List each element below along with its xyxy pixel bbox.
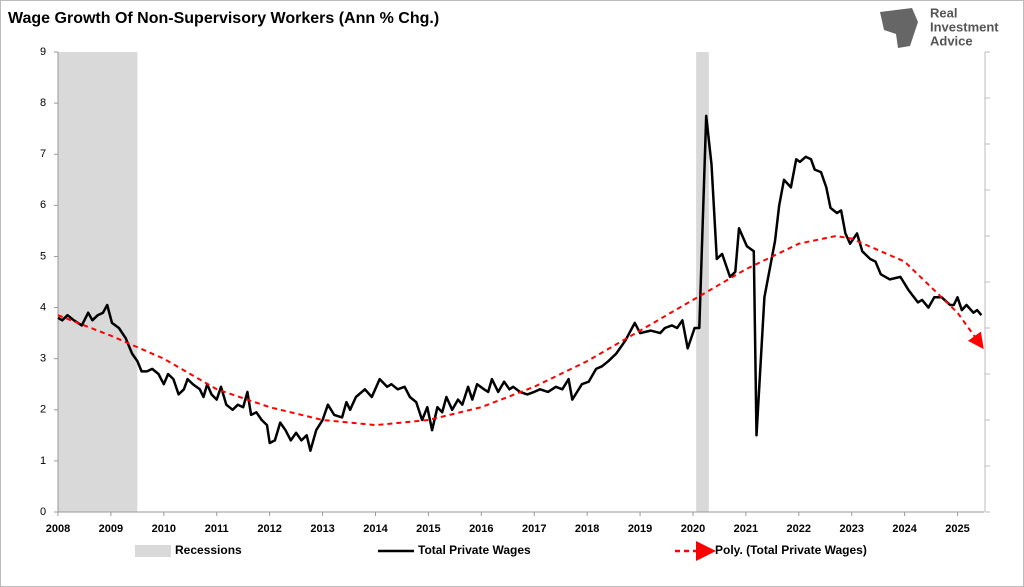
logo-text: Investment xyxy=(930,19,999,34)
y-tick-label: 6 xyxy=(40,199,46,211)
x-tick-label: 2016 xyxy=(469,523,493,535)
y-tick-label: 8 xyxy=(40,97,46,109)
x-tick-label: 2014 xyxy=(363,523,388,535)
x-tick-label: 2021 xyxy=(734,523,758,535)
y-tick-label: 5 xyxy=(40,250,46,262)
right-axis xyxy=(984,51,990,513)
x-tick-label: 2020 xyxy=(681,523,705,535)
y-tick-label: 4 xyxy=(40,301,46,313)
x-tick-label: 2015 xyxy=(416,523,440,535)
x-tick-label: 2023 xyxy=(839,523,863,535)
x-tick-label: 2008 xyxy=(46,523,70,535)
legend-label: Total Private Wages xyxy=(418,543,531,557)
y-tick-label: 0 xyxy=(40,506,46,518)
recession-band xyxy=(58,52,138,512)
y-tick-label: 2 xyxy=(40,404,46,416)
logo-text: Real xyxy=(930,5,957,20)
legend-swatch xyxy=(135,545,171,557)
legend-label: Recessions xyxy=(175,543,242,557)
trend-line xyxy=(57,235,984,427)
y-tick-label: 3 xyxy=(40,353,46,365)
logo: Real Investment Advice xyxy=(880,5,999,48)
x-tick-label: 2012 xyxy=(257,523,281,535)
x-tick-label: 2011 xyxy=(205,523,229,535)
logo-text: Advice xyxy=(930,33,973,48)
legend-label: Poly. (Total Private Wages) xyxy=(715,543,867,557)
x-tick-label: 2019 xyxy=(628,523,652,535)
x-tick-label: 2017 xyxy=(522,523,546,535)
y-tick-label: 1 xyxy=(40,455,46,467)
logo-icon xyxy=(880,8,918,48)
x-tick-label: 2022 xyxy=(787,523,811,535)
x-tick-label: 2013 xyxy=(310,523,334,535)
chart-title: Wage Growth Of Non-Supervisory Workers (… xyxy=(8,10,439,27)
x-tick-label: 2024 xyxy=(892,523,917,535)
y-tick-label: 9 xyxy=(40,46,46,58)
x-tick-label: 2010 xyxy=(152,523,176,535)
data-line xyxy=(57,114,983,452)
x-tick-label: 2009 xyxy=(99,523,123,535)
y-tick-label: 7 xyxy=(40,148,46,160)
x-tick-label: 2025 xyxy=(945,523,969,535)
x-tick-label: 2018 xyxy=(575,523,599,535)
